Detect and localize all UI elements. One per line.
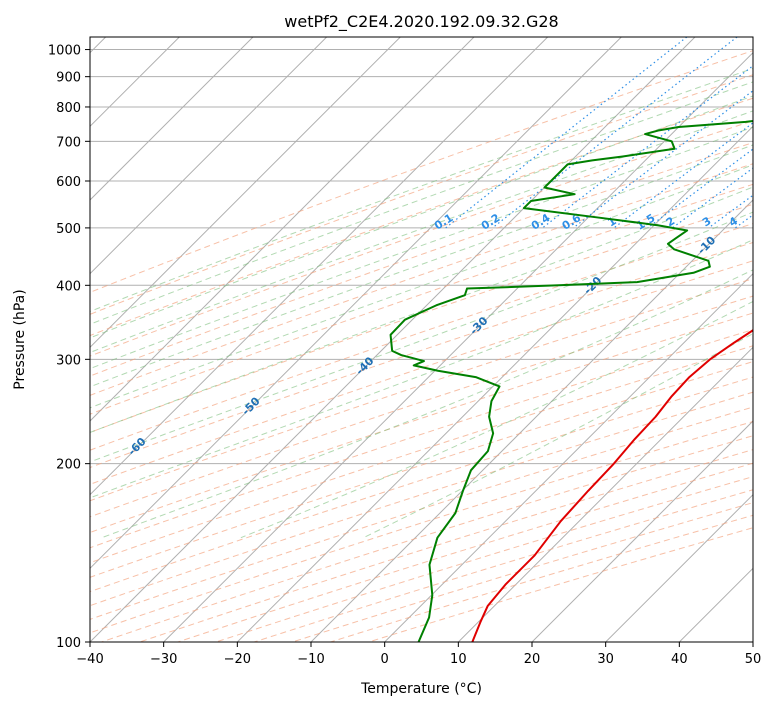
dry-adiabat: [90, 142, 753, 377]
x-tick-label: −10: [297, 652, 324, 667]
moist-adiabats: [90, 67, 753, 539]
x-tick-label: −30: [150, 652, 177, 667]
isotherm-line: [90, 37, 475, 422]
profile-series: [389, 119, 753, 642]
isotherm-line: [90, 37, 254, 201]
moist-adiabat: [90, 239, 753, 499]
isotherm-line: [163, 51, 753, 642]
mixing-ratio-line: [445, 37, 688, 229]
y-tick-label: 200: [56, 458, 81, 473]
dry-adiabats: [90, 50, 753, 642]
dry-adiabat: [90, 312, 753, 534]
x-tick-label: 20: [524, 652, 541, 667]
dry-adiabat: [90, 50, 753, 293]
x-tick-label: 0: [381, 652, 389, 667]
moist-adiabat: [90, 144, 753, 388]
x-tick-label: −20: [224, 652, 251, 667]
isotherm-line: [605, 493, 753, 642]
dry-adiabat: [90, 278, 753, 502]
moist-adiabat: [90, 126, 753, 370]
x-axis-label: Temperature (°C): [360, 681, 482, 697]
y-tick-label: 600: [56, 175, 81, 190]
x-tick-label: 40: [671, 652, 688, 667]
mixing-ratio-line: [572, 89, 753, 229]
isotherm-line: [310, 199, 753, 642]
x-tick-label: 30: [597, 652, 614, 667]
isotherm-line: [531, 420, 753, 642]
y-tick-label: 800: [56, 101, 81, 116]
dry-adiabat: [90, 183, 753, 415]
moist-adiabat: [90, 211, 753, 463]
dry-adiabat: [90, 120, 753, 357]
moist-adiabat: [90, 110, 753, 354]
mixing-ratio-line: [647, 148, 753, 229]
isotherms: [90, 37, 753, 642]
moist-adiabat: [90, 67, 753, 313]
isotherm-line: [384, 272, 753, 642]
y-axis-label: Pressure (hPa): [12, 289, 28, 389]
y-tick-label: 700: [56, 135, 81, 150]
mixing-ratio-lines: [445, 37, 753, 229]
isotherm-line: [90, 37, 549, 496]
y-tick-label: 300: [56, 353, 81, 368]
dry-adiabat: [90, 260, 753, 485]
x-tick-label: −40: [76, 652, 103, 667]
isotherm-line: [90, 37, 328, 275]
plot-area: -100-90-80-70-60-50-40-30-20-10010203040…: [90, 37, 753, 642]
isotherm-line: [90, 37, 622, 570]
dry-adiabat: [90, 223, 753, 451]
y-tick-label: 500: [56, 222, 81, 237]
dry-adiabat: [90, 163, 753, 396]
chart-title: wetPf2_C2E4.2020.192.09.32.G28: [284, 12, 558, 32]
x-axis-ticks: −40 −30 −20 −10 0 10 20 30 40 50: [76, 642, 761, 667]
moist-adiabat: [363, 333, 753, 539]
x-tick-label: 10: [450, 652, 467, 667]
isotherm-line: [457, 346, 753, 642]
y-tick-label: 900: [56, 71, 81, 86]
temperature-profile-line: [471, 329, 753, 642]
isotherm-line: [236, 125, 753, 642]
mixing-ratio-line: [492, 37, 738, 229]
dewpoint-profile-line: [389, 119, 753, 642]
x-tick-label: 50: [745, 652, 762, 667]
dry-adiabat: [90, 391, 753, 607]
y-tick-label: 400: [56, 279, 81, 294]
y-tick-label: 1000: [48, 44, 81, 59]
dry-adiabat: [90, 97, 753, 337]
moist-adiabat: [90, 186, 753, 433]
plot-frame: [89, 36, 754, 643]
moist-adiabat: [90, 81, 753, 325]
dry-adiabat: [90, 329, 753, 549]
isotherm-line: [90, 37, 401, 349]
mixing-ratio-line: [672, 167, 753, 229]
y-tick-label: 100: [56, 636, 81, 651]
dry-adiabat: [90, 74, 753, 315]
moist-adiabat: [90, 164, 753, 409]
y-axis-ticks: 100 200 300 400 500 600 700 800 900 1000: [48, 44, 90, 651]
